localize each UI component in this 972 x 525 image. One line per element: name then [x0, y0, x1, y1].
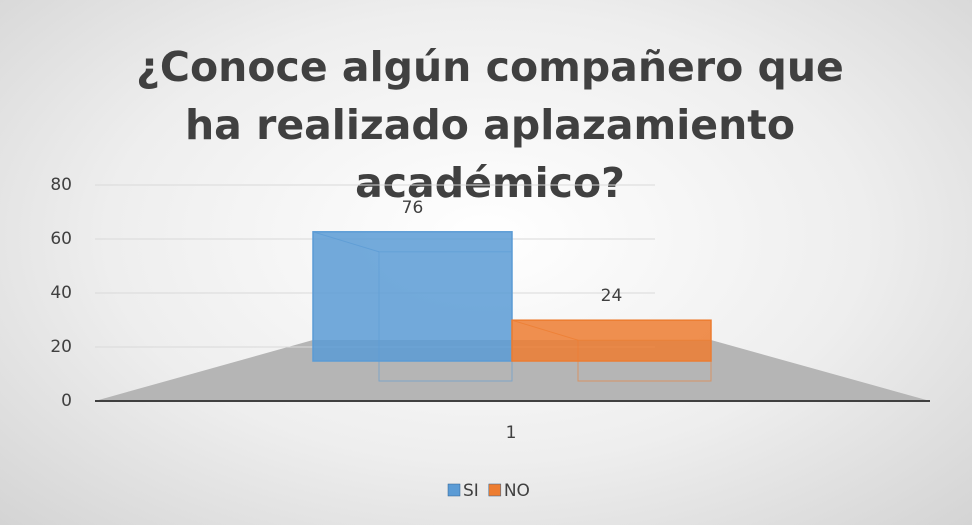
y-tick-label: 20 [50, 337, 72, 357]
chart-title: ¿Conoce algún compañero que ha realizado… [136, 43, 844, 207]
bar-edge [312, 231, 380, 253]
y-tick-label: 60 [50, 229, 72, 249]
bar [511, 319, 712, 362]
legend-swatch [488, 483, 502, 497]
x-tick-label: 1 [506, 423, 517, 443]
bar [312, 231, 513, 362]
data-label: 76 [402, 198, 424, 218]
y-tick-label: 40 [50, 283, 72, 303]
data-label: 24 [601, 286, 623, 306]
legend-label: SI [463, 481, 479, 501]
legend-label: NO [504, 481, 530, 501]
bar-edge [511, 319, 579, 341]
y-tick-label: 0 [61, 391, 72, 411]
y-tick-label: 80 [50, 175, 72, 195]
legend-swatch [447, 483, 461, 497]
